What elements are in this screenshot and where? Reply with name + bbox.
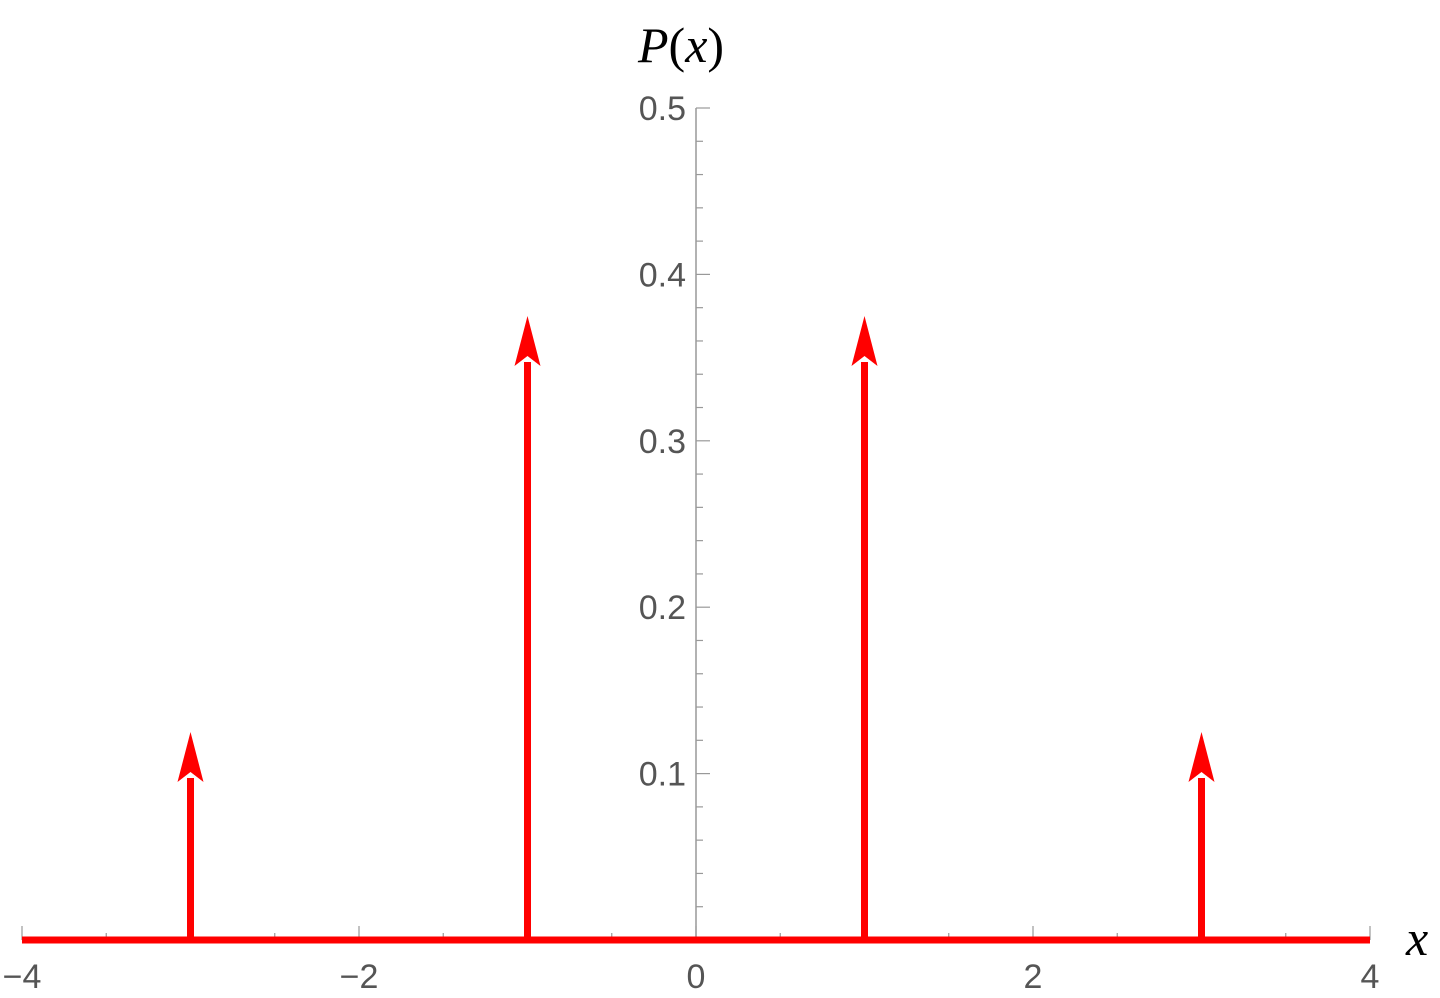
y-tick-label: 0.2 (639, 589, 686, 627)
y-axis-title: P(x) (637, 17, 724, 73)
x-tick-label: 4 (1361, 958, 1380, 996)
x-tick-label: −2 (340, 958, 379, 996)
x-tick-label: 2 (1024, 958, 1043, 996)
stem-arrowhead (177, 732, 204, 782)
y-axis-title-var: x (684, 17, 707, 73)
x-axis-title: x (1405, 910, 1428, 966)
axes (22, 108, 1370, 941)
stem-arrowhead (851, 316, 878, 366)
y-tick-label: 0.1 (639, 756, 686, 794)
y-axis-title-close-paren: ) (707, 17, 724, 73)
x-tick-label: 0 (687, 958, 706, 996)
y-tick-label: 0.3 (639, 423, 686, 461)
stem-arrowhead (514, 316, 541, 366)
stem-arrowhead (1188, 732, 1215, 782)
y-tick-label: 0.4 (639, 256, 686, 294)
y-tick-label: 0.5 (639, 90, 686, 128)
y-axis-title-open-paren: ( (669, 17, 686, 73)
x-tick-label: −4 (3, 958, 42, 996)
y-axis-ticks: 0.1 0.2 0.3 0.4 0.5 (639, 90, 710, 908)
y-axis-title-func: P (637, 17, 669, 73)
series-layer (22, 316, 1370, 944)
